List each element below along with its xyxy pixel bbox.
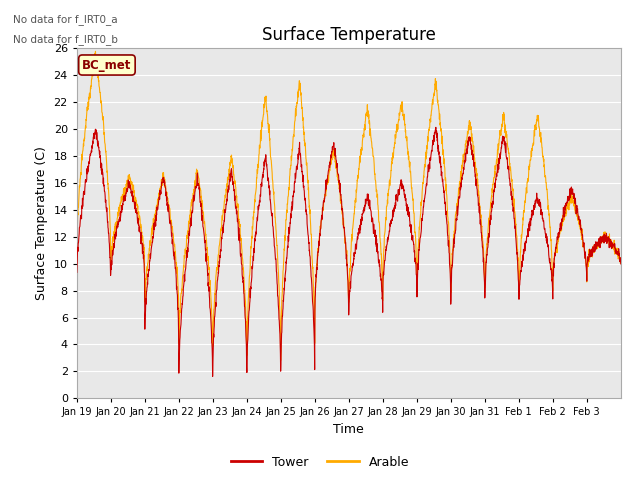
X-axis label: Time: Time (333, 423, 364, 436)
Y-axis label: Surface Temperature (C): Surface Temperature (C) (35, 146, 48, 300)
Title: Surface Temperature: Surface Temperature (262, 25, 436, 44)
Text: No data for f_IRT0_b: No data for f_IRT0_b (13, 34, 118, 45)
Text: BC_met: BC_met (82, 59, 132, 72)
Legend: Tower, Arable: Tower, Arable (226, 451, 414, 474)
Text: No data for f_IRT0_a: No data for f_IRT0_a (13, 14, 117, 25)
